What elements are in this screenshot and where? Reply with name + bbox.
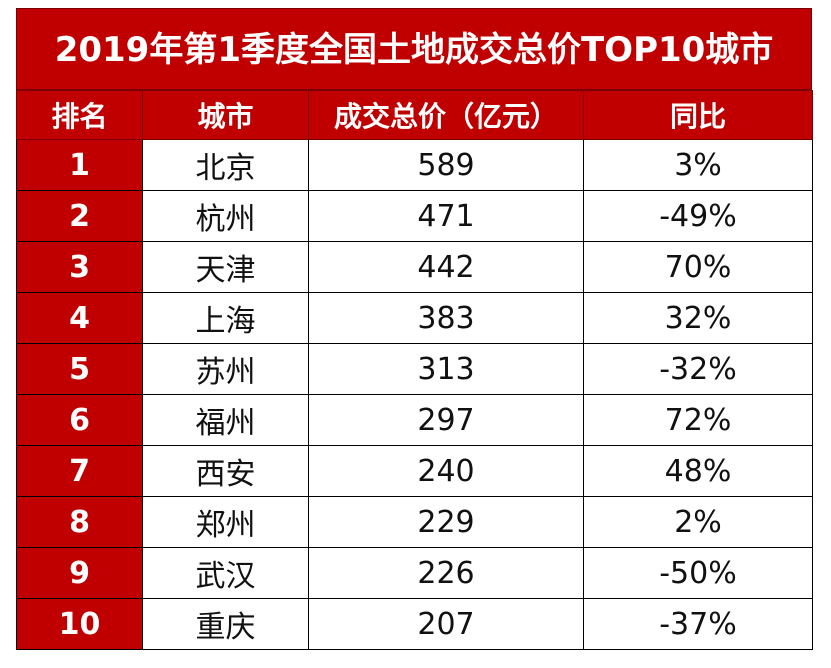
rank-cell: 2 (16, 190, 143, 242)
table-header: 排名 城市 成交总价（亿元） 同比 (16, 90, 813, 140)
yoy-cell: 32% (583, 292, 813, 344)
yoy-cell: 72% (583, 394, 813, 446)
table-title: 2019年第1季度全国土地成交总价TOP10城市 (16, 8, 812, 90)
city-cell: 天津 (142, 241, 309, 293)
table-body: 1 北京 589 3% 2 杭州 471 -49% 3 天津 442 70% 4 上海 383 32% 5 苏州 3… (16, 139, 813, 650)
ranking-table: 排名 城市 成交总价（亿元） 同比 1 北京 589 3% 2 杭州 471 -49% 3 天津 4… (16, 90, 813, 650)
header-city: 城市 (142, 90, 309, 140)
city-cell: 苏州 (142, 343, 309, 395)
city-cell: 重庆 (142, 598, 309, 650)
total-price-cell: 313 (308, 343, 584, 395)
total-price-cell: 240 (308, 445, 584, 497)
city-cell: 郑州 (142, 496, 309, 548)
header-total-price: 成交总价（亿元） (308, 90, 584, 140)
city-cell: 杭州 (142, 190, 309, 242)
yoy-cell: -50% (583, 547, 813, 599)
header-row: 排名 城市 成交总价（亿元） 同比 (16, 90, 813, 140)
table-row: 4 上海 383 32% (16, 292, 813, 344)
rank-cell: 10 (16, 598, 143, 650)
total-price-cell: 229 (308, 496, 584, 548)
table-row: 10 重庆 207 -37% (16, 598, 813, 650)
rank-cell: 8 (16, 496, 143, 548)
table-row: 3 天津 442 70% (16, 241, 813, 293)
yoy-cell: -37% (583, 598, 813, 650)
total-price-cell: 442 (308, 241, 584, 293)
header-rank: 排名 (16, 90, 143, 140)
city-cell: 武汉 (142, 547, 309, 599)
yoy-cell: 3% (583, 139, 813, 191)
yoy-cell: 2% (583, 496, 813, 548)
yoy-cell: 48% (583, 445, 813, 497)
city-cell: 北京 (142, 139, 309, 191)
total-price-cell: 226 (308, 547, 584, 599)
table-row: 9 武汉 226 -50% (16, 547, 813, 599)
rank-cell: 5 (16, 343, 143, 395)
header-yoy: 同比 (583, 90, 813, 140)
total-price-cell: 383 (308, 292, 584, 344)
total-price-cell: 589 (308, 139, 584, 191)
total-price-cell: 207 (308, 598, 584, 650)
yoy-cell: -32% (583, 343, 813, 395)
total-price-cell: 471 (308, 190, 584, 242)
rank-cell: 6 (16, 394, 143, 446)
table-row: 6 福州 297 72% (16, 394, 813, 446)
city-cell: 福州 (142, 394, 309, 446)
city-cell: 上海 (142, 292, 309, 344)
table-row: 1 北京 589 3% (16, 139, 813, 191)
table-row: 7 西安 240 48% (16, 445, 813, 497)
yoy-cell: 70% (583, 241, 813, 293)
rank-cell: 1 (16, 139, 143, 191)
rank-cell: 4 (16, 292, 143, 344)
yoy-cell: -49% (583, 190, 813, 242)
rank-cell: 9 (16, 547, 143, 599)
table-row: 8 郑州 229 2% (16, 496, 813, 548)
rank-cell: 3 (16, 241, 143, 293)
total-price-cell: 297 (308, 394, 584, 446)
ranking-table-container: 2019年第1季度全国土地成交总价TOP10城市 排名 城市 成交总价（亿元） … (16, 8, 813, 653)
city-cell: 西安 (142, 445, 309, 497)
table-row: 5 苏州 313 -32% (16, 343, 813, 395)
table-row: 2 杭州 471 -49% (16, 190, 813, 242)
rank-cell: 7 (16, 445, 143, 497)
